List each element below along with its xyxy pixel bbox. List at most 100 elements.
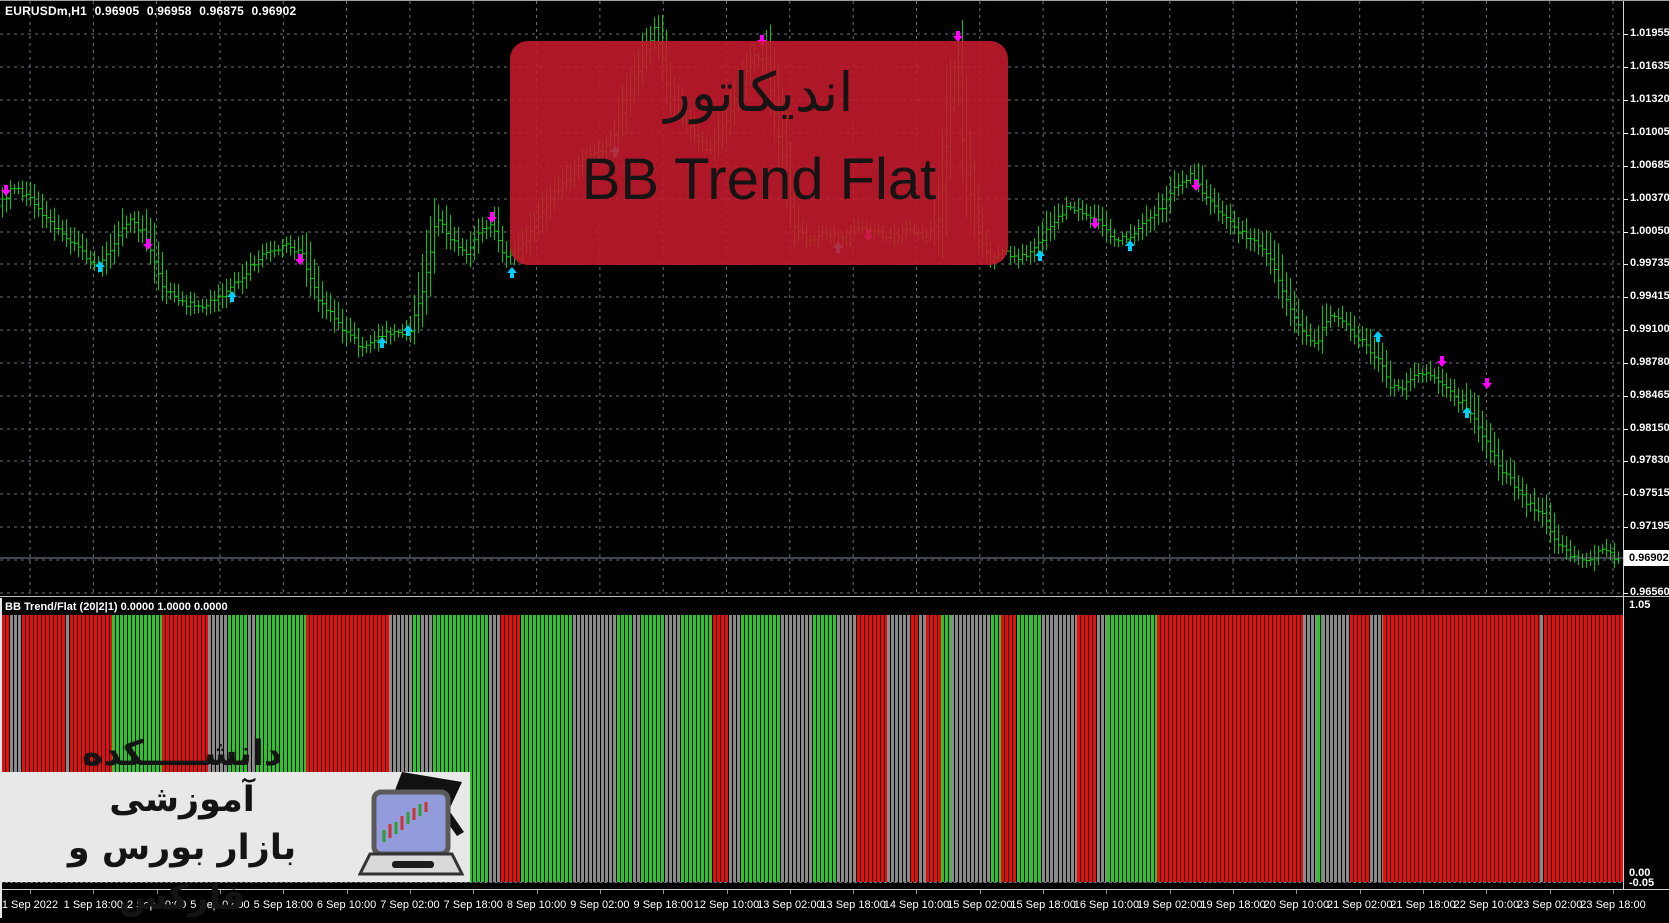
histogram-block-red [856, 615, 887, 882]
indicator-axis[interactable]: 1.05 0.00 -0.05 [1624, 598, 1669, 889]
histogram-block-red [501, 615, 522, 882]
price-tick [1624, 67, 1628, 68]
logo-line2: بازار بورس و فارکس [67, 828, 297, 918]
time-axis-label: 15 Sep 02:00 [947, 899, 1013, 911]
sell-arrow-icon [295, 254, 305, 265]
price-axis-label: 0.99415 [1630, 290, 1669, 302]
chart-panel-separator[interactable] [0, 596, 1669, 597]
logo-text: دانشـــــکده آموزشی بازار بورس و فارکس [2, 731, 358, 923]
histogram-block-red [910, 615, 919, 882]
current-price-box: 0.96902 [1624, 550, 1669, 566]
symbol-period-label: EURUSDm,H1 [5, 4, 88, 18]
price-axis-label: 0.98780 [1630, 356, 1669, 368]
buy-arrow-icon [1125, 240, 1135, 251]
time-tick [1423, 890, 1425, 894]
histogram-block-gray [247, 615, 256, 882]
histogram-block-red [1000, 615, 1018, 882]
sell-arrow-icon [1191, 180, 1201, 191]
buy-arrow-icon [377, 337, 387, 348]
price-axis-label: 0.98150 [1630, 422, 1669, 434]
histogram-block-green [617, 615, 634, 882]
histogram-block-gray [1369, 615, 1383, 882]
histogram-block-red [925, 615, 941, 882]
histogram-block-green [1317, 615, 1323, 882]
buy-arrow-icon [507, 267, 517, 278]
histogram-block-red [1543, 615, 1623, 882]
price-tick [1624, 100, 1628, 101]
time-tick [1106, 890, 1108, 894]
main-chart-area[interactable]: EURUSDm,H1 0.96905 0.96958 0.96875 0.969… [0, 1, 1624, 595]
grid-vertical-lines [29, 1, 1614, 595]
time-tick [853, 890, 855, 894]
price-tick [1624, 232, 1628, 233]
open-value: 0.96905 [94, 4, 140, 18]
time-axis-label: 20 Sep 10:00 [1263, 899, 1330, 911]
buy-arrow-icon [95, 261, 105, 272]
time-tick [1043, 890, 1045, 894]
histogram-block-green [812, 615, 837, 882]
high-value: 0.96958 [146, 4, 192, 18]
price-tick [1624, 461, 1628, 462]
buy-arrow-icon [1035, 250, 1045, 261]
histogram-block-red [712, 615, 729, 882]
sell-arrow-icon [1090, 218, 1100, 229]
time-axis-label: 23 Sep 02:00 [1516, 899, 1583, 911]
time-tick [663, 890, 665, 894]
time-tick [1359, 890, 1361, 894]
banner-title-farsi: اندیکاتور [664, 61, 854, 124]
time-axis[interactable]: 1 Sep 2022 1 Sep 18:00 2 Sep 10:00 5 Sep 02… [0, 890, 1669, 918]
histogram-block-gray [65, 615, 70, 882]
time-tick [156, 890, 158, 894]
sell-arrow-icon [1482, 378, 1492, 389]
time-tick [1233, 890, 1235, 894]
price-axis-label: 0.99735 [1630, 257, 1669, 269]
sell-arrow-icon [487, 212, 497, 223]
price-axis-label: 0.96560 [1630, 586, 1669, 598]
price-tick [1624, 363, 1628, 364]
sell-arrow-icon [757, 35, 767, 46]
histogram-block-gray [918, 615, 926, 882]
time-axis-label: 2 Sep 10:00 [126, 899, 187, 911]
chart-ohlc-title: EURUSDm,H1 0.96905 0.96958 0.96875 0.969… [5, 4, 300, 18]
indicator-histogram [2, 615, 1623, 882]
time-axis-label: 23 Sep 18:00 [1580, 899, 1646, 911]
indicator-zero-line [0, 882, 1621, 883]
close-value: 0.96902 [251, 4, 297, 18]
time-axis-label: 5 Sep 02:00 [190, 899, 250, 911]
time-tick [1613, 890, 1614, 894]
indicator-title: BB Trend/Flat (20|2|1) 0.0000 1.0000 0.0… [5, 601, 228, 613]
price-axis-label: 0.97195 [1630, 520, 1669, 532]
indicator-scale-zero: 0.00 [1629, 867, 1651, 879]
time-axis-label: 14 Sep 10:00 [883, 899, 950, 911]
time-tick [1296, 890, 1298, 894]
indicator-scale-bottom: -0.05 [1629, 877, 1655, 889]
histogram-block-gray [780, 615, 813, 882]
price-axis-label: 1.01955 [1630, 27, 1669, 39]
time-tick [916, 890, 918, 894]
time-tick [1486, 890, 1488, 894]
histogram-block-red [1349, 615, 1370, 882]
price-axis-label: 0.97830 [1630, 454, 1669, 466]
window-left-border [0, 598, 2, 918]
histogram-block-gray [1322, 615, 1350, 882]
histogram-block-gray [1539, 615, 1544, 882]
time-tick [409, 890, 411, 894]
histogram-block-gray [489, 615, 502, 882]
price-tick [1624, 494, 1628, 495]
buy-arrow-icon [1462, 407, 1472, 418]
laptop-graduation-icon [357, 772, 470, 882]
time-axis-label: 7 Sep 02:00 [380, 899, 440, 911]
price-axis-label: 0.98465 [1630, 389, 1669, 401]
time-axis-label: 16 Sep 10:00 [1073, 899, 1140, 911]
price-tick [1624, 166, 1628, 167]
histogram-block-gray [573, 615, 618, 882]
histogram-block-green [521, 615, 574, 882]
histogram-block-gray [1042, 615, 1056, 882]
price-tick [1624, 396, 1628, 397]
time-tick [93, 890, 95, 894]
indicator-scale-top: 1.05 [1629, 599, 1651, 611]
histogram-block-gray [1097, 615, 1108, 882]
time-axis-label: 7 Sep 18:00 [443, 899, 503, 911]
histogram-block-green [1030, 615, 1043, 882]
